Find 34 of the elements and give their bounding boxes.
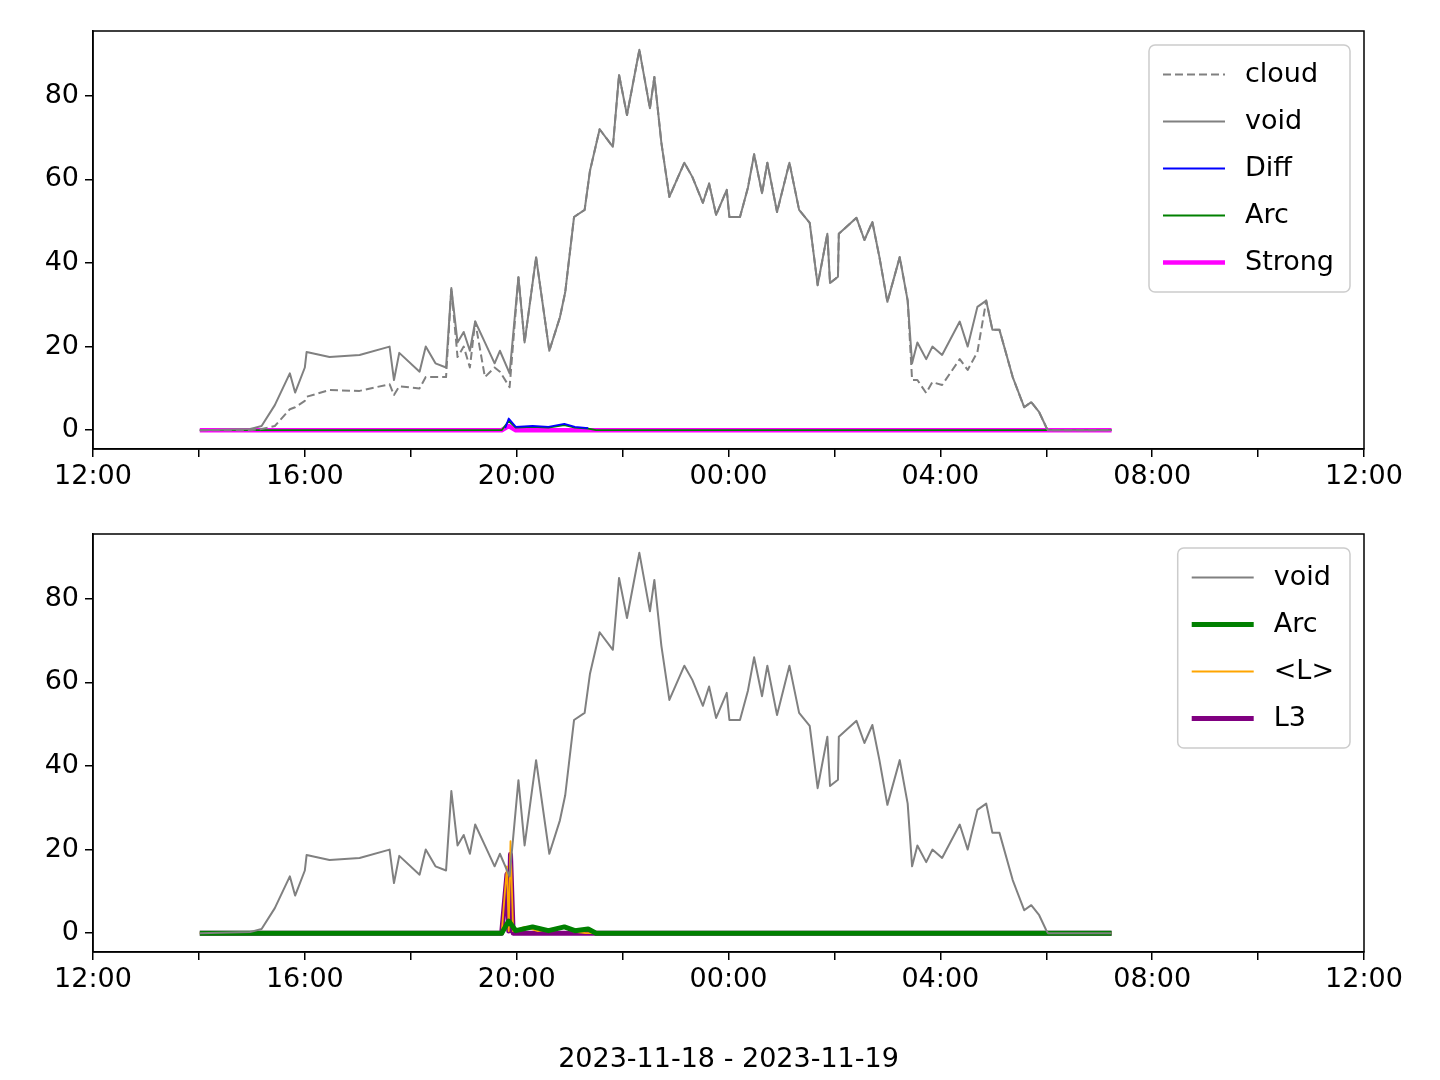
y-tick-label: 40 (44, 245, 79, 277)
y-tick-label: 0 (61, 412, 79, 444)
y-tick-label: 60 (44, 161, 79, 193)
x-tick-label: 08:00 (1113, 962, 1192, 994)
y-tick-label: 40 (44, 748, 79, 780)
x-tick-label: 12:00 (54, 962, 132, 994)
x-tick-label: 16:00 (265, 962, 344, 994)
x-tick-label: 16:00 (265, 459, 344, 491)
legend-label: cloud (1245, 56, 1319, 88)
y-tick-label: 80 (44, 580, 79, 612)
legend-label: Strong (1245, 244, 1335, 276)
y-tick-label: 0 (61, 915, 79, 947)
legend-label: Arc (1245, 197, 1289, 229)
x-tick-label: 00:00 (689, 459, 768, 491)
legend-label: void (1245, 103, 1303, 135)
legend-label: L3 (1273, 700, 1306, 732)
legend-label: void (1273, 559, 1331, 591)
x-tick-label: 12:00 (1325, 962, 1403, 994)
x-tick-label: 12:00 (1325, 459, 1403, 491)
x-tick-label: 20:00 (477, 962, 556, 994)
x-tick-label: 20:00 (477, 459, 556, 491)
legend-label: Diff (1245, 150, 1294, 182)
x-tick-label: 12:00 (54, 459, 132, 491)
x-tick-label: 04:00 (901, 459, 980, 491)
y-tick-label: 80 (44, 77, 79, 109)
legend-label: <L> (1273, 653, 1335, 685)
x-tick-label: 08:00 (1113, 459, 1192, 491)
x-tick-label: 04:00 (901, 962, 980, 994)
y-tick-label: 20 (44, 328, 79, 360)
y-tick-label: 60 (44, 664, 79, 696)
x-tick-label: 00:00 (689, 962, 768, 994)
legend-label: Arc (1273, 606, 1318, 638)
x-axis-title: 2023-11-18 - 2023-11-19 (558, 1041, 899, 1073)
y-tick-label: 20 (44, 831, 79, 863)
